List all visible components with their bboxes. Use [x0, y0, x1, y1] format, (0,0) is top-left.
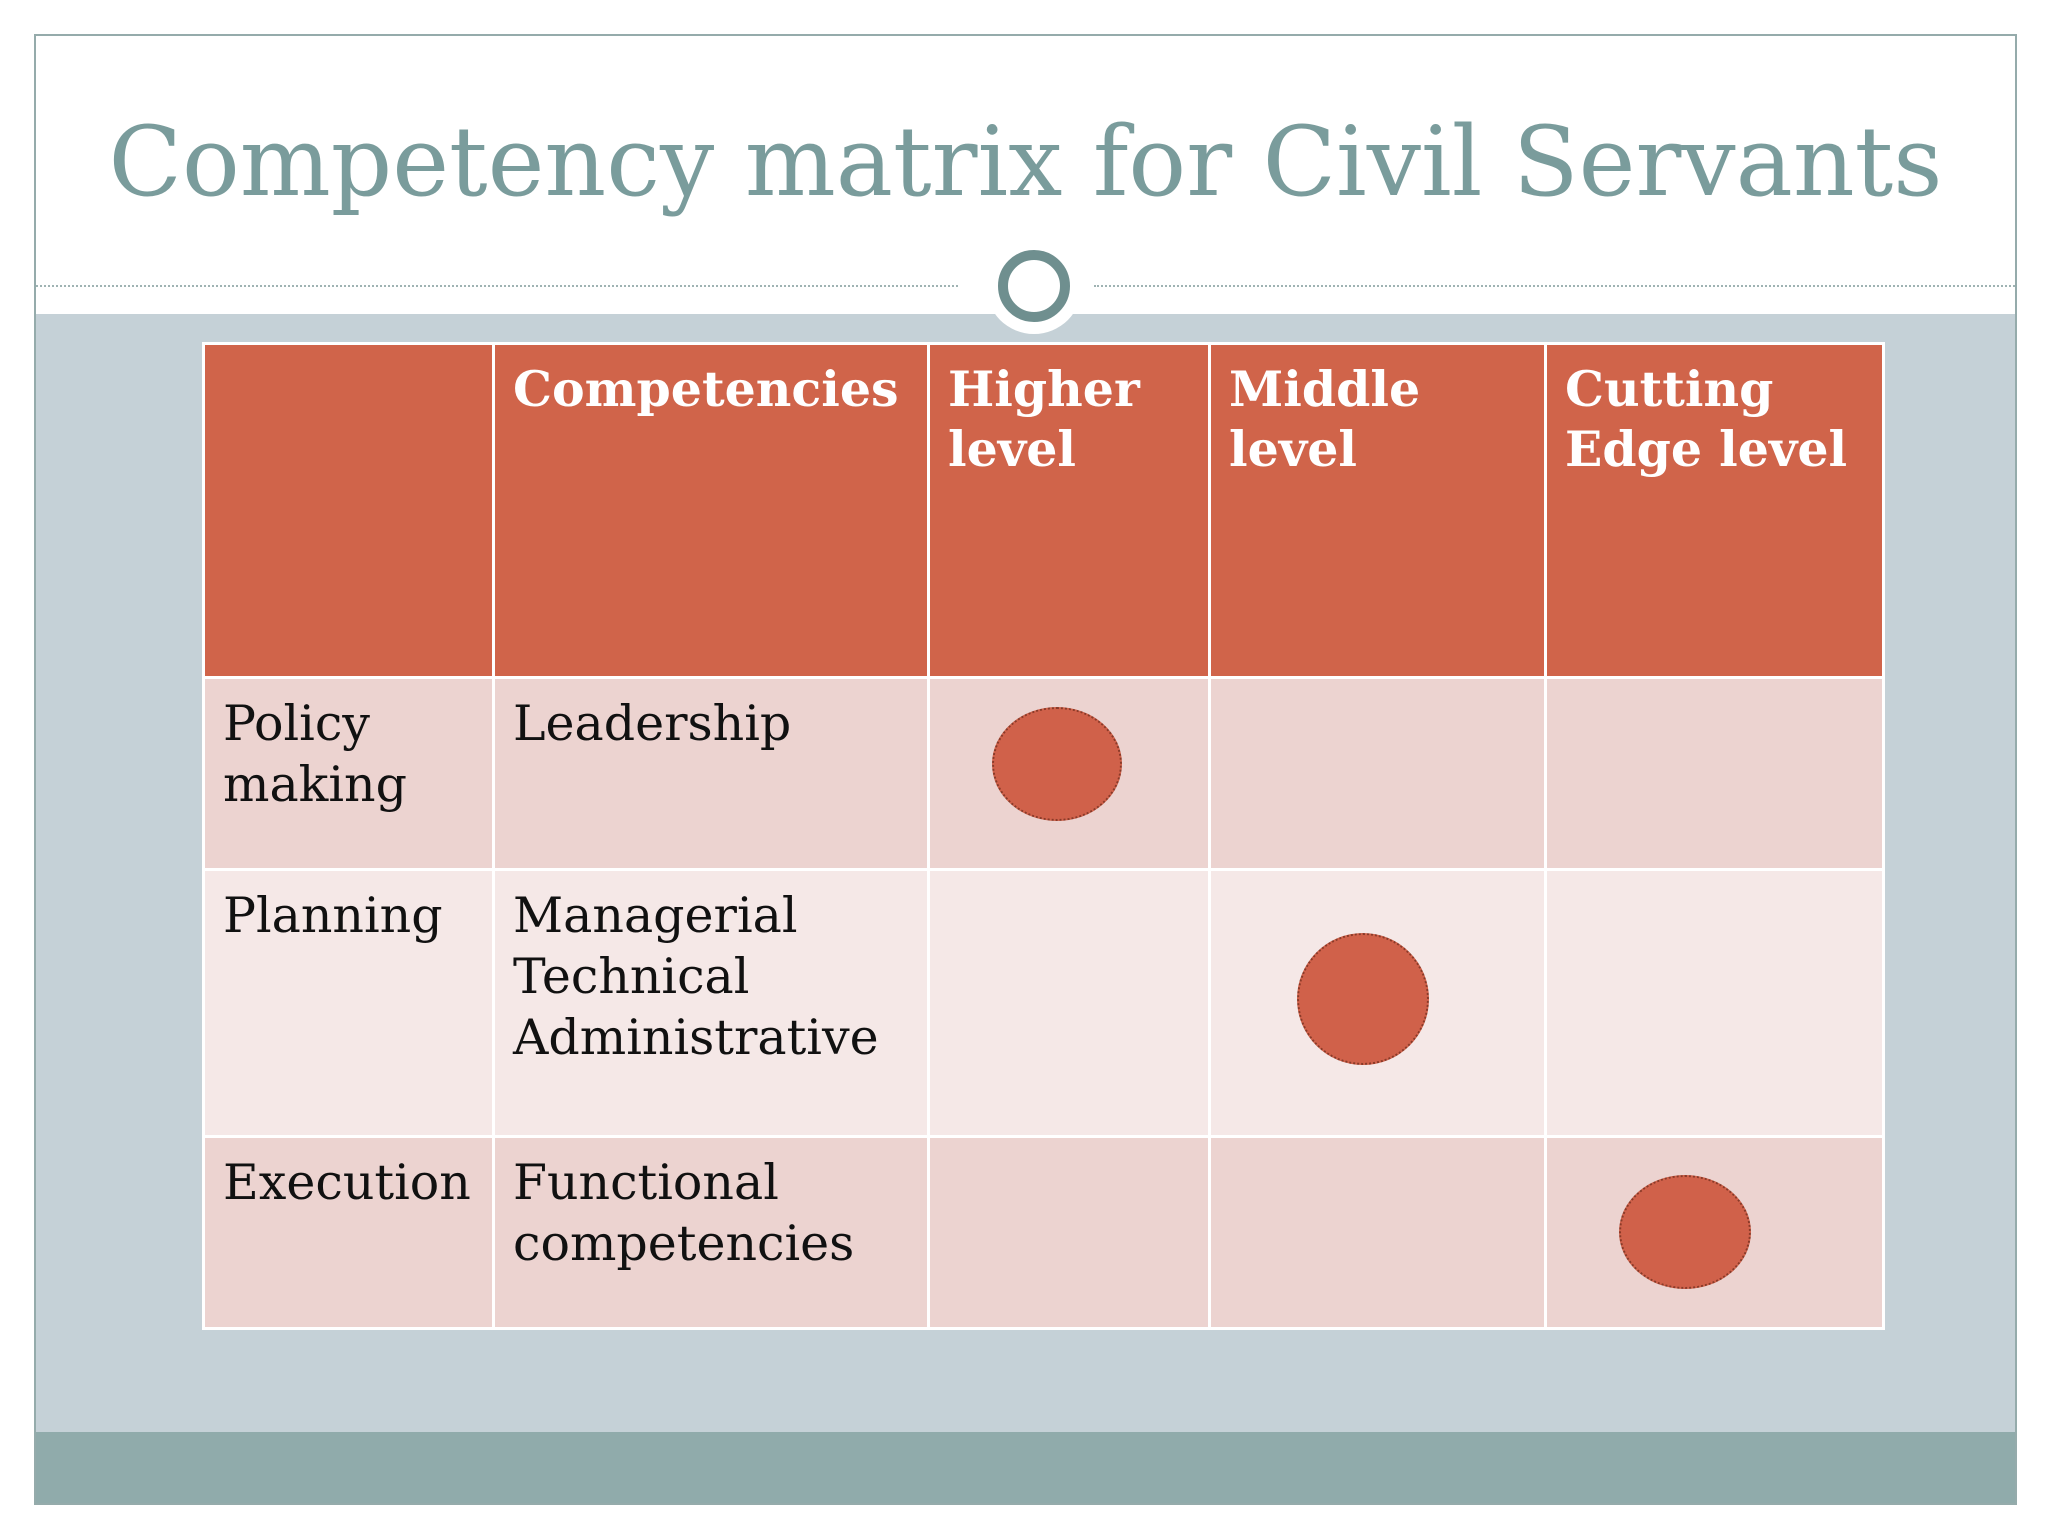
bottom-bar: [36, 1432, 2015, 1503]
competency-item: Administrative: [513, 1009, 879, 1066]
header-cell-middle-level: Middle level: [1208, 342, 1547, 679]
divider-line-right: [1094, 285, 2015, 287]
level-marker-dot: [1297, 933, 1429, 1065]
level-cell-higher: [927, 676, 1211, 871]
level-marker-dot: [992, 707, 1122, 821]
slide: Competency matrix for Civil Servants Com…: [34, 34, 2017, 1505]
competencies-cell: Leadership: [492, 676, 930, 871]
level-cell-cutting-edge: [1544, 676, 1885, 871]
competency-item: Technical: [513, 948, 750, 1005]
function-cell: Planning: [202, 868, 495, 1138]
function-cell: Policy making: [202, 676, 495, 871]
header-cell-blank: [202, 342, 495, 679]
header-cell-cutting-edge-level: Cutting Edge level: [1544, 342, 1885, 679]
header-cell-competencies: Competencies: [492, 342, 930, 679]
table-row: Policy making Leadership: [202, 676, 1885, 871]
competency-item: Managerial: [513, 887, 798, 944]
header-cell-higher-level: Higher level: [927, 342, 1211, 679]
slide-title: Competency matrix for Civil Servants: [108, 106, 1943, 218]
level-cell-higher: [927, 1135, 1211, 1330]
table-row: Execution Functional competencies: [202, 1135, 1885, 1330]
table-row: Planning Managerial Technical Administra…: [202, 868, 1885, 1138]
level-cell-higher: [927, 868, 1211, 1138]
competencies-cell: Managerial Technical Administrative: [492, 868, 930, 1138]
level-cell-cutting-edge: [1544, 1135, 1885, 1330]
level-marker-dot: [1619, 1175, 1751, 1289]
ring-ornament-icon: [998, 250, 1070, 322]
function-cell: Execution: [202, 1135, 495, 1330]
level-cell-middle: [1208, 1135, 1547, 1330]
level-cell-middle: [1208, 868, 1547, 1138]
level-cell-cutting-edge: [1544, 868, 1885, 1138]
divider-line-left: [36, 285, 958, 287]
level-cell-middle: [1208, 676, 1547, 871]
competencies-cell: Functional competencies: [492, 1135, 930, 1330]
header-row: Competencies Higher level Middle level C…: [202, 342, 1885, 679]
competency-matrix-table: Competencies Higher level Middle level C…: [202, 342, 1885, 1330]
competency-item: Leadership: [513, 695, 792, 752]
competency-item: Functional competencies: [513, 1154, 855, 1272]
